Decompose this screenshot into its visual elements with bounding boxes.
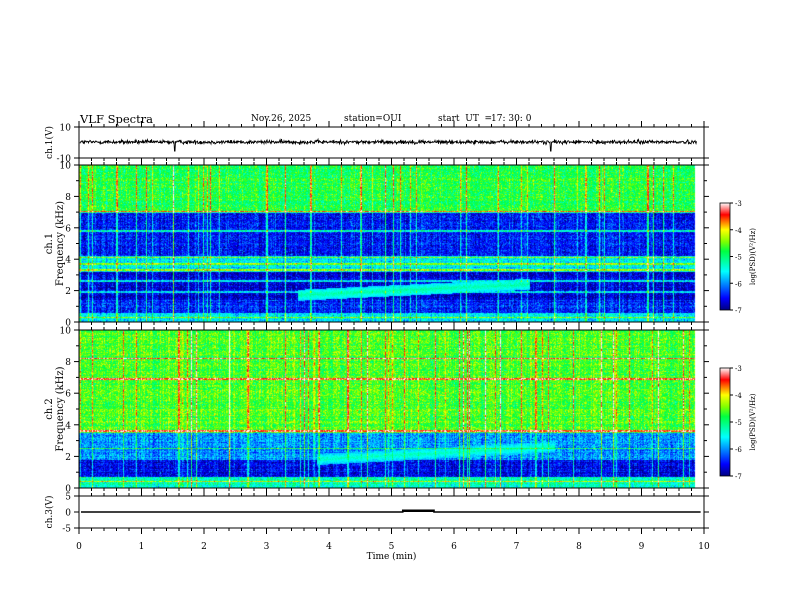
sp2-colorbar-tick-label: -5: [735, 419, 742, 427]
sp2-ytick-label: 8: [65, 358, 71, 368]
x-axis-title: Time (min): [367, 551, 417, 562]
sp2-colorbar-label: log(PSD)(V²/Hz): [749, 393, 757, 450]
sp1-spectrogram-canvas: [79, 165, 704, 322]
ch1-ylabel: ch.1(V): [44, 126, 55, 159]
ch1-ylabel-group: ch.1(V): [44, 126, 55, 159]
sp1-colorbar-label-group: log(PSD)(V²/Hz): [749, 228, 757, 285]
sp1-spectrogram-image: [79, 165, 704, 322]
sp1-ytick-label: 8: [65, 193, 71, 203]
x-tick-label: 8: [576, 542, 582, 552]
ch3-ytick-label: 5: [65, 493, 71, 503]
sp1-ytick-label: 4: [65, 256, 71, 266]
sp2-colorbar-tick-label: -6: [735, 446, 742, 454]
sp1-ytick-label: 6: [65, 224, 71, 234]
ch3-ylabel: ch.3(V): [44, 496, 55, 529]
x-tick-label: 2: [201, 542, 207, 552]
sp2-ytick-label: 10: [60, 327, 72, 337]
sp1-colorbar-tick-label: -6: [735, 280, 742, 288]
sp1-ytick-label: 10: [60, 162, 72, 172]
sp1-colorbar-tick-label: -4: [735, 227, 742, 235]
x-tick-label: 0: [76, 542, 82, 552]
x-tick-label: 4: [326, 542, 332, 552]
sp2-ylabel-group: ch.2 Frequency (kHz): [44, 366, 66, 451]
sp2-ytick-label: 6: [65, 390, 71, 400]
sp1-ytick-label: 2: [65, 287, 71, 297]
sp2-colorbar-tick-label: -7: [735, 473, 742, 481]
sp1-colorbar-tick-label: -7: [735, 307, 742, 315]
sp2-spectrogram-canvas: [79, 330, 704, 488]
sp2-spectrogram-image: [79, 330, 704, 488]
sp2-colorbar-tick-label: -4: [735, 392, 742, 400]
sp2-frequency-label: Frequency (kHz): [55, 366, 66, 451]
ch3-step-marker: [403, 510, 434, 512]
ch3-ylabel-group: ch.3(V): [44, 496, 55, 529]
vlf-plot-area: 10-10ch.1(V)0246810ch.1 Frequency (kHz) -3…: [0, 0, 792, 612]
ch3-ytick-label: 0: [65, 509, 71, 519]
sp1-colorbar-tick-label: -5: [735, 254, 742, 262]
vlf-spectra-figure: VLF Spectra Nov.26, 2025 station=OUI sta…: [0, 0, 792, 612]
sp1-frequency-label: Frequency (kHz): [55, 201, 66, 286]
sp1-colorbar: [720, 203, 730, 310]
sp1-ylabel-group: ch.1 Frequency (kHz): [44, 201, 66, 286]
sp2-colorbar-tick-label: -3: [735, 365, 742, 373]
ch3-ytick-label: -5: [62, 525, 71, 535]
sp2-ytick-label: 2: [65, 453, 71, 463]
sp1-colorbar-tick-label: -3: [735, 200, 742, 208]
x-tick-label: 6: [451, 542, 457, 552]
sp2-channel-label: ch.2: [44, 398, 55, 420]
sp2-colorbar: [720, 368, 730, 476]
sp1-channel-label: ch.1: [44, 233, 55, 255]
sp1-colorbar-label: log(PSD)(V²/Hz): [749, 228, 757, 285]
sp2-ytick-label: 4: [65, 421, 71, 431]
x-tick-label: 9: [639, 542, 645, 552]
x-tick-label: 1: [139, 542, 145, 552]
ch3-waveform-group: 5 0 -5 ch.3(V): [44, 490, 709, 535]
x-tick-label: 10: [698, 542, 710, 552]
x-tick-label: 5: [389, 542, 395, 552]
sp2-colorbar-label-group: log(PSD)(V²/Hz): [749, 393, 757, 450]
ch1-ytick-label: 10: [60, 124, 72, 134]
x-tick-label: 7: [514, 542, 520, 552]
x-tick-label: 3: [264, 542, 270, 552]
